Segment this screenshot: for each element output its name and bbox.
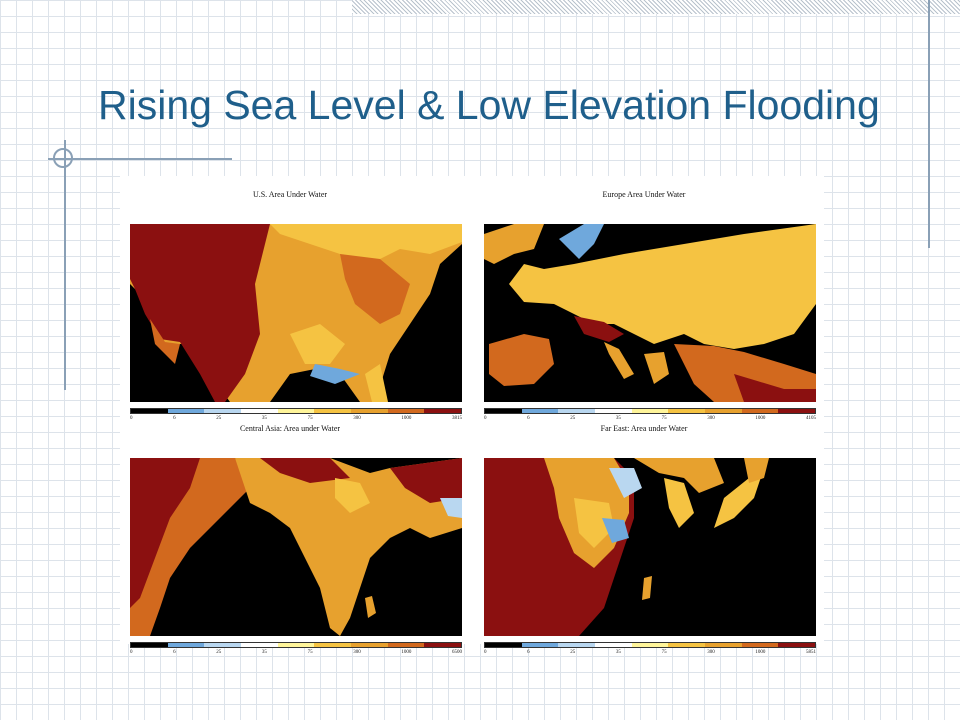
slide-title: Rising Sea Level & Low Elevation Floodin… xyxy=(98,82,880,128)
us-color-scale xyxy=(130,408,462,414)
scale-color-swatch xyxy=(131,643,168,647)
decorative-circle xyxy=(53,148,73,168)
scale-color-swatch xyxy=(741,643,779,647)
scale-tick-label: 4105 xyxy=(805,416,816,421)
right-decorative-line xyxy=(928,0,930,248)
scale-tick-label: 300 xyxy=(353,416,361,421)
title-underline-decoration xyxy=(48,158,232,160)
far-east-map-title: Far East: Area under Water xyxy=(600,424,688,433)
scale-tick-label: 0 xyxy=(484,416,487,421)
scale-tick-label: 75 xyxy=(661,650,667,655)
far-east-map-image xyxy=(484,458,816,636)
us-scale-ticks: 0 6 25 35 75 300 1000 3815 xyxy=(130,416,462,426)
scale-color-swatch xyxy=(485,643,522,647)
scale-color-swatch xyxy=(485,409,522,413)
scale-tick-label: 0 xyxy=(130,416,133,421)
scale-tick-label: 75 xyxy=(307,650,313,655)
central-asia-map-title: Central Asia: Area under Water xyxy=(239,424,341,433)
scale-color-swatch xyxy=(558,643,596,647)
top-decorative-stripe xyxy=(352,0,960,14)
scale-tick-label: 0 xyxy=(130,650,133,655)
far-east-scale-ticks: 0 6 25 35 75 300 1000 5851 xyxy=(484,650,816,660)
scale-color-swatch xyxy=(204,409,242,413)
scale-color-swatch xyxy=(314,643,352,647)
scale-tick-label: 35 xyxy=(261,416,267,421)
europe-map-title: Europe Area Under Water xyxy=(602,190,686,199)
us-map-title: U.S. Area Under Water xyxy=(252,190,328,199)
scale-tick-label: 35 xyxy=(615,650,621,655)
scale-color-swatch xyxy=(277,409,315,413)
scale-color-swatch xyxy=(521,643,559,647)
scale-tick-label: 25 xyxy=(570,650,576,655)
scale-color-swatch xyxy=(351,643,388,647)
scale-tick-label: 300 xyxy=(707,416,715,421)
scale-color-swatch xyxy=(314,409,352,413)
scale-color-swatch xyxy=(387,409,425,413)
scale-tick-label: 25 xyxy=(570,416,576,421)
scale-color-swatch xyxy=(351,409,388,413)
scale-tick-label: 6 xyxy=(527,416,530,421)
scale-tick-label: 300 xyxy=(353,650,361,655)
scale-color-swatch xyxy=(668,409,706,413)
scale-tick-label: 6 xyxy=(173,650,176,655)
scale-color-swatch xyxy=(131,409,168,413)
scale-color-swatch xyxy=(705,409,742,413)
scale-tick-label: 1000 xyxy=(401,650,412,655)
scale-color-swatch xyxy=(241,409,278,413)
scale-color-swatch xyxy=(558,409,596,413)
scale-color-swatch xyxy=(277,643,315,647)
scale-tick-label: 5851 xyxy=(805,650,816,655)
scale-tick-label: 25 xyxy=(216,416,222,421)
flooding-maps-figure: U.S. Area Under Water 0 6 25 35 75 300 1000 381… xyxy=(120,176,824,655)
us-map-image xyxy=(130,224,462,402)
scale-color-swatch xyxy=(521,409,559,413)
central-asia-color-scale xyxy=(130,642,462,648)
scale-color-swatch xyxy=(595,643,632,647)
scale-tick-label: 35 xyxy=(615,416,621,421)
europe-map-image xyxy=(484,224,816,402)
scale-tick-label: 35 xyxy=(261,650,267,655)
central-asia-scale-ticks: 0 6 25 35 75 300 1000 6500 xyxy=(130,650,462,660)
scale-color-swatch xyxy=(778,409,816,413)
scale-tick-label: 1000 xyxy=(401,416,412,421)
scale-color-swatch xyxy=(204,643,242,647)
scale-color-swatch xyxy=(424,409,462,413)
scale-tick-label: 75 xyxy=(307,416,313,421)
scale-color-swatch xyxy=(595,409,632,413)
scale-color-swatch xyxy=(668,643,706,647)
europe-scale-ticks: 0 6 25 35 75 300 1000 4105 xyxy=(484,416,816,426)
scale-tick-label: 6 xyxy=(527,650,530,655)
scale-color-swatch xyxy=(387,643,425,647)
scale-tick-label: 6 xyxy=(173,416,176,421)
scale-color-swatch xyxy=(424,643,462,647)
scale-color-swatch xyxy=(631,643,669,647)
scale-color-swatch xyxy=(167,643,205,647)
central-asia-map-image xyxy=(130,458,462,636)
far-east-color-scale xyxy=(484,642,816,648)
scale-tick-label: 75 xyxy=(661,416,667,421)
scale-color-swatch xyxy=(741,409,779,413)
scale-tick-label: 25 xyxy=(216,650,222,655)
scale-color-swatch xyxy=(631,409,669,413)
scale-tick-label: 6500 xyxy=(451,650,462,655)
scale-tick-label: 3815 xyxy=(451,416,462,421)
scale-color-swatch xyxy=(167,409,205,413)
scale-color-swatch xyxy=(778,643,816,647)
scale-color-swatch xyxy=(705,643,742,647)
scale-color-swatch xyxy=(241,643,278,647)
scale-tick-label: 300 xyxy=(707,650,715,655)
left-decorative-line xyxy=(64,140,66,390)
scale-tick-label: 1000 xyxy=(755,650,766,655)
scale-tick-label: 1000 xyxy=(755,416,766,421)
europe-color-scale xyxy=(484,408,816,414)
scale-tick-label: 0 xyxy=(484,650,487,655)
